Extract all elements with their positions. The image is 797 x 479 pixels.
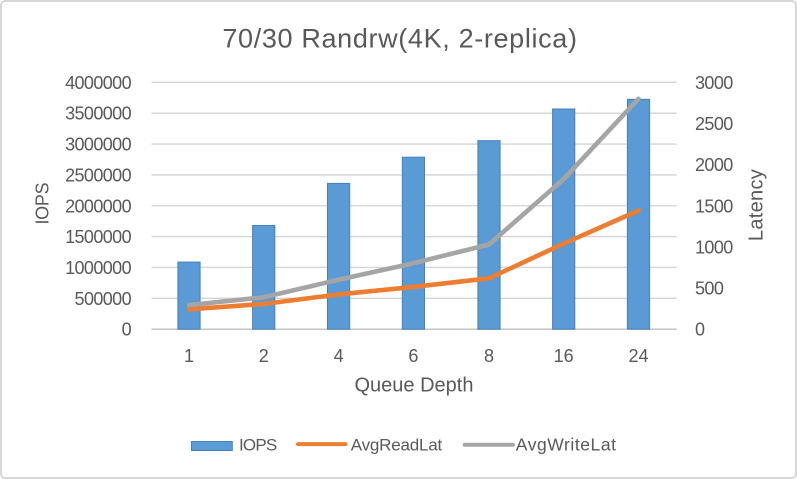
svg-text:0: 0: [122, 320, 132, 340]
svg-text:AvgReadLat: AvgReadLat: [351, 436, 443, 455]
svg-text:1500000: 1500000: [65, 227, 131, 247]
svg-text:24: 24: [628, 346, 648, 366]
svg-text:1: 1: [184, 346, 194, 366]
svg-text:8: 8: [484, 346, 494, 366]
svg-text:2500: 2500: [695, 114, 733, 134]
svg-text:2500000: 2500000: [65, 165, 131, 185]
svg-text:IOPS: IOPS: [33, 182, 53, 224]
svg-text:3500000: 3500000: [65, 104, 131, 124]
svg-text:16: 16: [554, 346, 574, 366]
svg-text:3000: 3000: [695, 73, 733, 93]
svg-text:Queue Depth: Queue Depth: [355, 375, 474, 397]
svg-text:1500: 1500: [695, 196, 733, 216]
svg-text:1000: 1000: [695, 237, 733, 257]
svg-text:4: 4: [334, 346, 344, 366]
svg-text:Latency: Latency: [746, 169, 768, 241]
svg-text:AvgWriteLat: AvgWriteLat: [516, 435, 617, 455]
svg-text:6: 6: [408, 346, 418, 366]
svg-text:2000000: 2000000: [65, 196, 131, 216]
svg-text:3000000: 3000000: [65, 135, 131, 155]
svg-text:500: 500: [695, 279, 724, 299]
svg-text:2000: 2000: [695, 155, 733, 175]
svg-text:70/30 Randrw(4K, 2-replica): 70/30 Randrw(4K, 2-replica): [222, 24, 577, 54]
svg-text:IOPS: IOPS: [239, 435, 277, 454]
svg-text:2: 2: [259, 346, 269, 366]
svg-text:1000000: 1000000: [65, 258, 131, 278]
svg-text:500000: 500000: [75, 289, 132, 309]
svg-text:0: 0: [695, 320, 705, 340]
svg-text:4000000: 4000000: [65, 73, 131, 93]
